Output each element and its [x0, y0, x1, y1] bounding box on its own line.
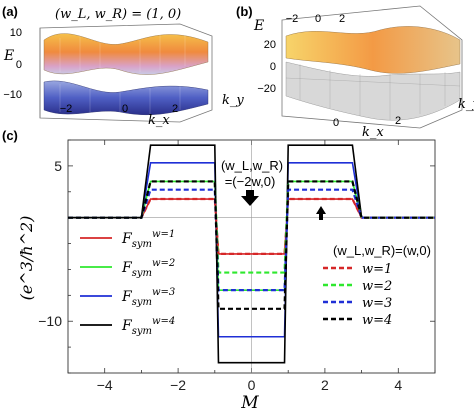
- legend-dashed-label: w=2: [362, 279, 392, 294]
- x-tick-label: 0: [248, 377, 256, 393]
- annotation-right: (w_L,w_R)=(w,0): [333, 243, 431, 258]
- panel-b-lower-surface: [285, 61, 461, 121]
- legend-solid-label: Fsymw=2: [121, 258, 175, 279]
- panel-a-z-tick: −10: [3, 89, 22, 101]
- series-line-solid-3: [68, 161, 435, 338]
- x-tick-label: 4: [394, 377, 402, 393]
- y-tick-label: −10: [38, 313, 62, 329]
- panel-a-label: (a): [2, 4, 18, 19]
- panel-b-x-tick: 2: [395, 115, 401, 127]
- x-tick-label: −2: [170, 377, 186, 393]
- series-layer: [68, 144, 435, 364]
- panel-b-z-tick: 0: [270, 61, 276, 73]
- panel-a-x-tick: 0: [122, 103, 128, 115]
- panel-a-upper-surface: [43, 33, 209, 75]
- panel-a-lower-surface: [43, 80, 209, 116]
- panel-b-z-label: E: [253, 18, 264, 34]
- panel-a-x-tick: 2: [172, 103, 178, 115]
- panel-b-x-tick: 0: [333, 117, 339, 129]
- x-tick-label: 2: [321, 377, 329, 393]
- y-axis-label: (e^3/ħ^2): [17, 216, 36, 301]
- legend-dashed: w=1 w=2 w=3 w=4: [323, 262, 392, 328]
- y-tick-label: 5: [54, 158, 62, 174]
- panel-b-z-tick: 20: [264, 39, 276, 51]
- series-line-solid-4: [68, 144, 435, 364]
- panel-b-x-label: k_x: [362, 125, 384, 140]
- x-tick-label: −4: [97, 377, 113, 393]
- series-line-dashed-4: [68, 180, 435, 310]
- legend-dashed-label: w=4: [362, 313, 392, 328]
- panel-b-y-tick: 2: [339, 13, 345, 25]
- panel-b-label: (b): [236, 4, 253, 19]
- panel-a-y-label: k_y: [222, 93, 244, 108]
- tick-marks: [67, 139, 436, 374]
- panel-a-x-tick: −2: [60, 103, 73, 115]
- panel-b-y-label: k_y: [458, 97, 474, 112]
- panel-b-y-tick: 0: [315, 13, 321, 25]
- panel-a-z-tick: 10: [10, 27, 22, 39]
- down-arrow-icon: [241, 190, 259, 206]
- panel-a-z-label: E: [3, 48, 14, 64]
- legend-solid-label: Fsymw=4: [121, 316, 175, 337]
- panel-b: (b) E 20 0 −20 −2 0 2 0 2 k_x k_y: [236, 4, 474, 140]
- annotation-left-line1: (w_L,w_R): [221, 158, 283, 173]
- up-arrow-icon: [316, 206, 326, 220]
- tick-labels: −4 −2 0 2 4 −10 5: [38, 158, 402, 393]
- x-axis-label: M: [240, 393, 259, 413]
- annotation-left-line2: =(−2w,0): [225, 174, 276, 189]
- panel-b-z-tick: −20: [257, 83, 276, 95]
- panel-a-z-tick: 0: [16, 59, 22, 71]
- panel-a: (a) (w_L, w_R) = (1, 0) E 10 0 −10 −2 0: [2, 4, 244, 128]
- panel-b-upper-surface: [285, 26, 461, 74]
- legend-dashed-label: w=3: [362, 296, 392, 311]
- panel-b-y-tick: −2: [286, 13, 299, 25]
- panel-a-x-label: k_x: [148, 113, 170, 128]
- legend-solid-label: Fsymw=1: [121, 229, 175, 250]
- legend-solid-label: Fsymw=3: [121, 287, 175, 308]
- panel-b-box: [281, 5, 463, 129]
- series-line-dashed-1: [68, 197, 435, 256]
- legend-solid: Fsymw=1 Fsymw=2 Fsymw=3 Fsymw=4: [80, 229, 175, 337]
- panel-c: (c) −4 −2 0 2 4 −10 5 M (e^3/ħ^2) (w_L,w_R) =(…: [2, 128, 436, 413]
- panel-c-label: (c): [2, 128, 18, 143]
- panel-a-title: (w_L, w_R) = (1, 0): [55, 7, 181, 22]
- legend-dashed-label: w=1: [362, 262, 392, 277]
